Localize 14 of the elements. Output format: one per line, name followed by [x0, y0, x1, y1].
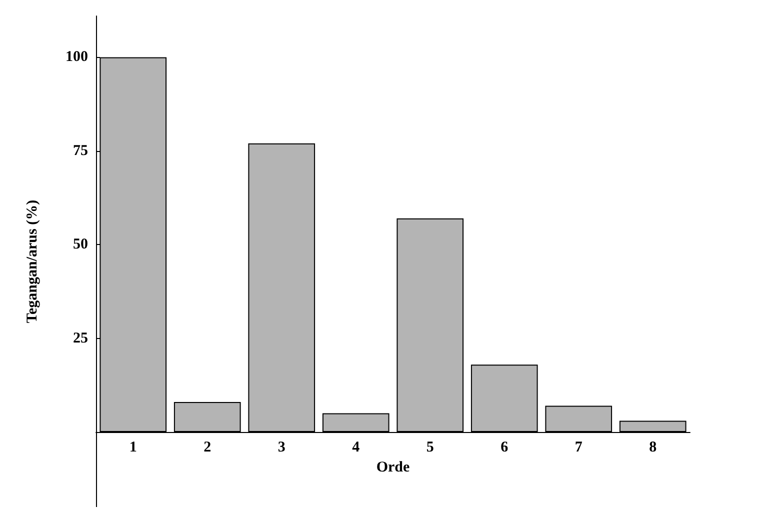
x-tick-label: 8 — [649, 440, 657, 456]
x-tick-label: 1 — [129, 440, 137, 456]
x-tick-label: 4 — [352, 440, 360, 456]
x-tick-label: 6 — [500, 440, 509, 456]
x-tick-label: 7 — [574, 440, 583, 456]
y-tick-label: 25 — [73, 330, 88, 346]
x-tick-label: 5 — [426, 440, 434, 456]
y-tick-label: 100 — [66, 49, 88, 66]
x-tick-label: 2 — [204, 440, 212, 456]
y-tick-label: 50 — [73, 236, 88, 253]
x-axis-title: Orde — [376, 459, 410, 476]
y-axis-title: Tegangan/arus (%) — [24, 200, 40, 324]
x-tick-label: 3 — [278, 440, 286, 456]
y-tick-label: 75 — [73, 142, 88, 159]
